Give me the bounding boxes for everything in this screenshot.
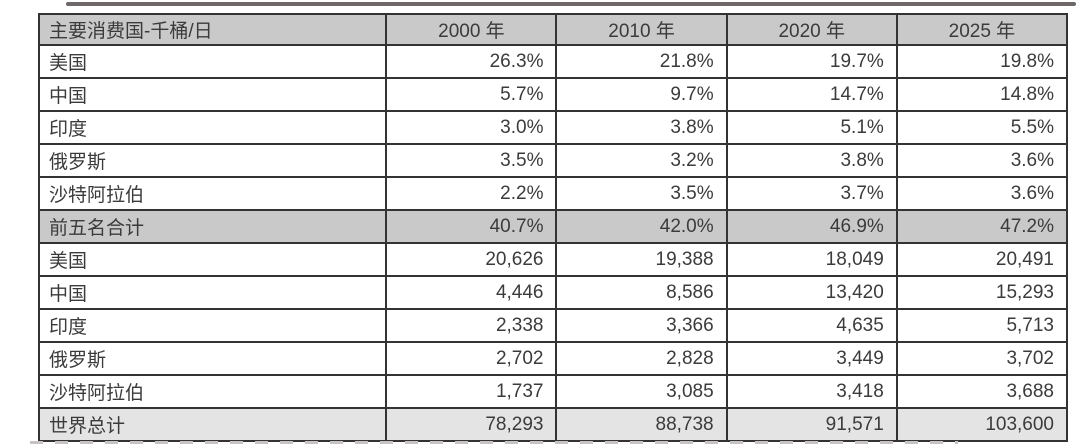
- cell-value: 3.6%: [895, 143, 1069, 178]
- cell-value: 2,828: [555, 341, 728, 376]
- cell-value: 3.2%: [555, 143, 728, 178]
- row-label: 印度: [37, 110, 388, 145]
- cell-value: 19.7%: [725, 44, 898, 79]
- row-label: 美国: [37, 242, 388, 277]
- cell-value: 3,702: [895, 341, 1069, 376]
- row-label: 中国: [37, 275, 388, 310]
- row-label: 沙特阿拉伯: [37, 374, 388, 409]
- row-label: 印度: [37, 308, 388, 343]
- cell-value: 3,085: [555, 374, 728, 409]
- row-label: 前五名合计: [37, 209, 388, 244]
- cell-value: 4,446: [385, 275, 558, 310]
- cell-value: 19.8%: [895, 44, 1069, 79]
- cell-value: 4,635: [725, 308, 898, 343]
- top-divider-line: [66, 2, 1076, 6]
- row-label: 沙特阿拉伯: [37, 176, 388, 211]
- cell-value: 20,491: [895, 242, 1069, 277]
- table-row: 俄罗斯 2,702 2,828 3,449 3,702: [37, 341, 1069, 376]
- cell-value: 5.1%: [725, 110, 898, 145]
- table-row: 沙特阿拉伯 1,737 3,085 3,418 3,688: [37, 374, 1069, 409]
- cell-value: 26.3%: [385, 44, 558, 79]
- cell-value: 91,571: [725, 407, 898, 442]
- cell-value: 9.7%: [555, 77, 728, 112]
- cell-value: 8,586: [555, 275, 728, 310]
- cell-value: 15,293: [895, 275, 1069, 310]
- table-header: 主要消费国-千桶/日 2000 年 2010 年 2020 年 2025 年: [37, 13, 1069, 46]
- cell-value: 3.7%: [725, 176, 898, 211]
- cell-value: 3,449: [725, 341, 898, 376]
- cell-value: 1,737: [385, 374, 558, 409]
- cell-value: 2,338: [385, 308, 558, 343]
- cell-value: 3.8%: [555, 110, 728, 145]
- cell-value: 78,293: [385, 407, 558, 442]
- table-body: 美国 26.3% 21.8% 19.7% 19.8% 中国 5.7% 9.7% …: [37, 44, 1069, 442]
- cell-value: 103,600: [895, 407, 1069, 442]
- table-row-world-total: 世界总计 78,293 88,738 91,571 103,600: [37, 407, 1069, 442]
- cell-value: 3,366: [555, 308, 728, 343]
- table-row-top5-total: 前五名合计 40.7% 42.0% 46.9% 47.2%: [37, 209, 1069, 244]
- cell-value: 88,738: [555, 407, 728, 442]
- cell-value: 3.6%: [895, 176, 1069, 211]
- table-row: 中国 4,446 8,586 13,420 15,293: [37, 275, 1069, 310]
- cell-value: 3.0%: [385, 110, 558, 145]
- table-row: 印度 3.0% 3.8% 5.1% 5.5%: [37, 110, 1069, 145]
- cell-value: 5.7%: [385, 77, 558, 112]
- cell-value: 5.5%: [895, 110, 1069, 145]
- col-header-2025: 2025 年: [895, 13, 1069, 46]
- col-header-2010: 2010 年: [555, 13, 728, 46]
- cell-value: 18,049: [725, 242, 898, 277]
- cell-value: 2,702: [385, 341, 558, 376]
- cell-value: 3.8%: [725, 143, 898, 178]
- col-header-2000: 2000 年: [385, 13, 558, 46]
- cell-value: 14.7%: [725, 77, 898, 112]
- bottom-dashed-line: [30, 441, 958, 444]
- oil-consumption-table: 主要消费国-千桶/日 2000 年 2010 年 2020 年 2025 年 美…: [37, 13, 1069, 442]
- cell-value: 40.7%: [385, 209, 558, 244]
- cell-value: 21.8%: [555, 44, 728, 79]
- cell-value: 13,420: [725, 275, 898, 310]
- cell-value: 46.9%: [725, 209, 898, 244]
- row-label: 中国: [37, 77, 388, 112]
- header-row: 主要消费国-千桶/日 2000 年 2010 年 2020 年 2025 年: [37, 13, 1069, 46]
- cell-value: 19,388: [555, 242, 728, 277]
- table-row: 美国 20,626 19,388 18,049 20,491: [37, 242, 1069, 277]
- row-label: 世界总计: [37, 407, 388, 442]
- cell-value: 20,626: [385, 242, 558, 277]
- table-row: 沙特阿拉伯 2.2% 3.5% 3.7% 3.6%: [37, 176, 1069, 211]
- table-row: 美国 26.3% 21.8% 19.7% 19.8%: [37, 44, 1069, 79]
- table-row: 俄罗斯 3.5% 3.2% 3.8% 3.6%: [37, 143, 1069, 178]
- table-row: 印度 2,338 3,366 4,635 5,713: [37, 308, 1069, 343]
- col-header-2020: 2020 年: [725, 13, 898, 46]
- cell-value: 3,418: [725, 374, 898, 409]
- cell-value: 3,688: [895, 374, 1069, 409]
- row-label: 美国: [37, 44, 388, 79]
- cell-value: 2.2%: [385, 176, 558, 211]
- cell-value: 14.8%: [895, 77, 1069, 112]
- cell-value: 5,713: [895, 308, 1069, 343]
- cell-value: 3.5%: [555, 176, 728, 211]
- cell-value: 47.2%: [895, 209, 1069, 244]
- row-label: 俄罗斯: [37, 143, 388, 178]
- table-title-cell: 主要消费国-千桶/日: [37, 13, 388, 46]
- row-label: 俄罗斯: [37, 341, 388, 376]
- table-row: 中国 5.7% 9.7% 14.7% 14.8%: [37, 77, 1069, 112]
- cell-value: 3.5%: [385, 143, 558, 178]
- cell-value: 42.0%: [555, 209, 728, 244]
